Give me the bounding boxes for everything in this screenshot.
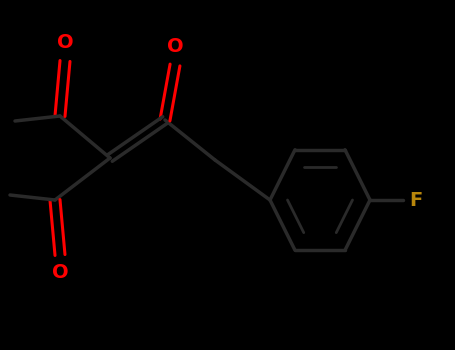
Text: O: O	[167, 37, 183, 56]
Text: O: O	[52, 264, 68, 282]
Text: F: F	[410, 190, 423, 210]
Text: O: O	[57, 34, 73, 52]
